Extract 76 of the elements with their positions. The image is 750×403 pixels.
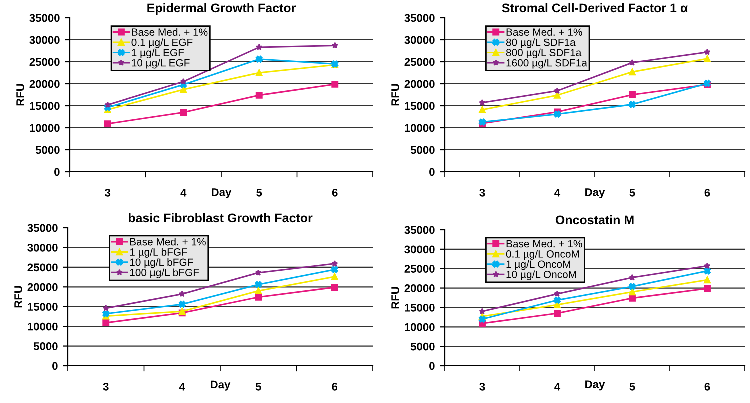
y-tick-label: 20000 bbox=[404, 80, 435, 88]
y-tick-label: 20000 bbox=[30, 80, 60, 88]
x-tick-label: 5 bbox=[256, 383, 262, 391]
y-axis-title: RFU bbox=[14, 286, 22, 308]
x-tick-label: 6 bbox=[704, 188, 710, 197]
y-tick-label: 25000 bbox=[28, 264, 58, 272]
y-tick-label: 20000 bbox=[28, 283, 58, 292]
legend-label: 0.1 µg/L EGF bbox=[132, 38, 193, 48]
x-tick-label: 5 bbox=[256, 189, 262, 197]
chart-title: basic Fibroblast Growth Factor bbox=[128, 213, 313, 223]
y-tick-label: 10000 bbox=[405, 323, 435, 332]
legend-label: 10 µg/L bFGF bbox=[130, 258, 194, 268]
legend-label: 800 µg/L SDF1a bbox=[506, 48, 582, 59]
chart-title: Stromal Cell-Derived Factor 1 α bbox=[502, 3, 688, 13]
y-tick-label: 0 bbox=[430, 168, 435, 176]
y-tick-label: 0 bbox=[430, 362, 435, 370]
chart-title: Oncostatin M bbox=[556, 215, 634, 225]
y-tick-label: 15000 bbox=[405, 304, 435, 312]
y-tick-label: 35000 bbox=[404, 14, 435, 22]
y-tick-label: 5000 bbox=[36, 146, 60, 154]
y-tick-label: 30000 bbox=[28, 244, 58, 252]
y-tick-label: 5000 bbox=[410, 342, 435, 351]
y-tick-label: 0 bbox=[54, 168, 60, 176]
y-tick-label: 30000 bbox=[404, 246, 435, 254]
x-axis-title: Day bbox=[212, 188, 232, 199]
x-tick-label: 3 bbox=[105, 188, 111, 197]
y-tick-label: 5000 bbox=[34, 342, 58, 350]
y-axis-title: RFU bbox=[392, 287, 400, 309]
legend-label: 80 µg/L SDF1a bbox=[506, 38, 576, 48]
x-axis-title: Day bbox=[586, 188, 606, 199]
y-tick-label: 30000 bbox=[404, 36, 435, 44]
x-tick-label: 3 bbox=[480, 382, 486, 391]
x-tick-label: 4 bbox=[179, 383, 186, 391]
y-tick-label: 0 bbox=[52, 362, 58, 370]
legend-label: 1 µg/L OncoM bbox=[506, 260, 570, 270]
x-tick-label: 4 bbox=[554, 383, 561, 391]
legend-label: Base Med. + 1% bbox=[130, 238, 206, 246]
x-tick-label: 6 bbox=[332, 382, 338, 391]
y-tick-label: 25000 bbox=[404, 265, 435, 273]
legend-label: Base Med. + 1% bbox=[506, 240, 582, 248]
legend-label: Base Med. + 1% bbox=[506, 28, 582, 36]
y-tick-label: 10000 bbox=[30, 124, 60, 132]
y-tick-label: 35000 bbox=[28, 224, 58, 232]
x-tick-label: 6 bbox=[704, 382, 710, 391]
legend-label: 10 µg/L OncoM bbox=[506, 270, 576, 280]
legend-label: Base Med. + 1% bbox=[132, 28, 208, 36]
legend-label: 1600 µg/L SDF1a bbox=[506, 59, 588, 69]
x-tick-label: 3 bbox=[480, 188, 486, 197]
x-axis-title: Day bbox=[211, 380, 231, 391]
legend-label: 10 µg/L EGF bbox=[132, 59, 190, 69]
legend-label: 0.1 µg/L OncoM bbox=[506, 250, 580, 260]
legend-label: 1 µg/L bFGF bbox=[130, 248, 188, 258]
y-tick-label: 10000 bbox=[405, 124, 435, 132]
y-tick-label: 25000 bbox=[404, 58, 435, 66]
y-tick-label: 5000 bbox=[410, 146, 435, 154]
y-axis-title: RFU bbox=[16, 84, 24, 106]
y-tick-label: 30000 bbox=[30, 36, 60, 44]
y-tick-label: 15000 bbox=[28, 303, 58, 311]
chart-title: Epidermal Growth Factor bbox=[148, 3, 296, 16]
x-tick-label: 3 bbox=[103, 382, 109, 391]
y-tick-label: 15000 bbox=[405, 102, 435, 110]
x-tick-label: 4 bbox=[180, 189, 187, 197]
legend-label: 100 µg/L bFGF bbox=[130, 268, 200, 278]
x-tick-label: 6 bbox=[332, 188, 338, 197]
x-tick-label: 4 bbox=[554, 189, 561, 197]
y-tick-label: 35000 bbox=[30, 14, 60, 22]
legend-label: 1 µg/L EGF bbox=[132, 48, 184, 59]
y-tick-label: 35000 bbox=[404, 226, 435, 234]
y-tick-label: 20000 bbox=[404, 284, 435, 292]
x-tick-label: 5 bbox=[630, 383, 636, 391]
y-axis-title: RFU bbox=[392, 84, 400, 106]
y-tick-label: 15000 bbox=[30, 102, 60, 110]
y-tick-label: 25000 bbox=[30, 58, 60, 66]
x-axis-title: Day bbox=[586, 380, 606, 391]
y-tick-label: 10000 bbox=[28, 322, 58, 331]
x-tick-label: 5 bbox=[630, 189, 636, 197]
